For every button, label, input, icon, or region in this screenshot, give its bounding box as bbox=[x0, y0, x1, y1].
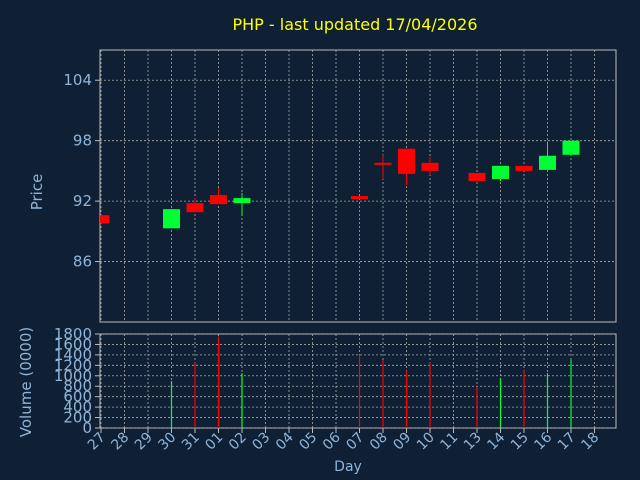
candle-body bbox=[421, 162, 439, 171]
candle bbox=[492, 165, 509, 181]
candle bbox=[233, 193, 251, 216]
candle-body bbox=[351, 196, 368, 200]
volume-tick-label: 600 bbox=[63, 388, 92, 406]
candle-body bbox=[562, 140, 580, 155]
x-tick-label: 31 bbox=[179, 430, 203, 454]
candle-body bbox=[398, 148, 415, 174]
volume-tick-label: 200 bbox=[63, 409, 92, 427]
x-tick-label: 17 bbox=[555, 430, 579, 454]
candle-body bbox=[233, 198, 251, 204]
x-tick-label: 08 bbox=[367, 430, 391, 454]
price-plot-frame bbox=[99, 49, 617, 323]
candle bbox=[515, 165, 533, 171]
price-tick-label: 92 bbox=[73, 192, 92, 210]
candle-body bbox=[374, 162, 392, 165]
price-tick-label: 104 bbox=[63, 71, 92, 89]
candle bbox=[163, 209, 180, 229]
x-axis-label: Day bbox=[334, 459, 362, 475]
candle bbox=[398, 148, 415, 185]
volume-tick-label: 1600 bbox=[54, 335, 92, 353]
candle bbox=[562, 140, 580, 155]
price-tick-label: 98 bbox=[73, 132, 92, 150]
x-tick-label: 05 bbox=[296, 430, 320, 454]
x-tick-label: 30 bbox=[155, 430, 179, 454]
x-tick-label: 28 bbox=[108, 430, 132, 454]
volume-tick-label: 400 bbox=[63, 398, 92, 416]
x-tick-label: 15 bbox=[508, 430, 532, 454]
x-tick-label: 18 bbox=[578, 430, 602, 454]
volume-tick-label: 800 bbox=[63, 377, 92, 395]
x-tick-label: 02 bbox=[226, 430, 250, 454]
x-tick-label: 10 bbox=[414, 430, 438, 454]
volume-tick-label: 1000 bbox=[54, 367, 92, 385]
candle-body bbox=[539, 155, 556, 170]
x-tick-label: 29 bbox=[132, 430, 156, 454]
x-tick-label: 09 bbox=[390, 430, 414, 454]
x-tick-label: 13 bbox=[461, 430, 485, 454]
price-tick-label: 86 bbox=[73, 253, 92, 271]
candle bbox=[210, 188, 227, 205]
candle bbox=[100, 215, 110, 224]
candle bbox=[374, 154, 392, 179]
chart-title: PHP - last updated 17/04/2026 bbox=[232, 15, 477, 34]
candle bbox=[421, 156, 439, 175]
volume-tick-label: 1400 bbox=[54, 346, 92, 364]
candle-body bbox=[163, 209, 180, 229]
x-tick-label: 14 bbox=[484, 429, 508, 453]
x-tick-label: 06 bbox=[320, 429, 344, 453]
x-tick-label: 03 bbox=[249, 430, 273, 454]
volume-tick-label: 1800 bbox=[54, 325, 92, 343]
candle-body bbox=[515, 165, 533, 171]
candle bbox=[186, 198, 204, 213]
candle-body bbox=[468, 172, 486, 181]
candle bbox=[468, 172, 486, 181]
volume-tick-label: 0 bbox=[82, 419, 92, 437]
volume-plot-frame bbox=[99, 333, 617, 429]
x-tick-label: 04 bbox=[273, 429, 297, 453]
candle bbox=[351, 196, 368, 200]
candle-body bbox=[100, 215, 110, 224]
volume-axis-label: Volume (0000) bbox=[17, 327, 35, 437]
candle-body bbox=[186, 203, 204, 213]
candle-body bbox=[210, 195, 227, 205]
x-tick-label: 16 bbox=[531, 429, 555, 453]
price-axis-label: Price bbox=[28, 174, 46, 211]
candle-body bbox=[492, 165, 509, 179]
price-panel: 86 92 98 104 bbox=[63, 49, 617, 323]
x-tick-label: 01 bbox=[202, 430, 226, 454]
x-tick-label: 07 bbox=[343, 430, 367, 454]
x-tick-label: 11 bbox=[437, 430, 461, 454]
candle bbox=[539, 141, 556, 170]
volume-tick-label: 1200 bbox=[54, 356, 92, 374]
